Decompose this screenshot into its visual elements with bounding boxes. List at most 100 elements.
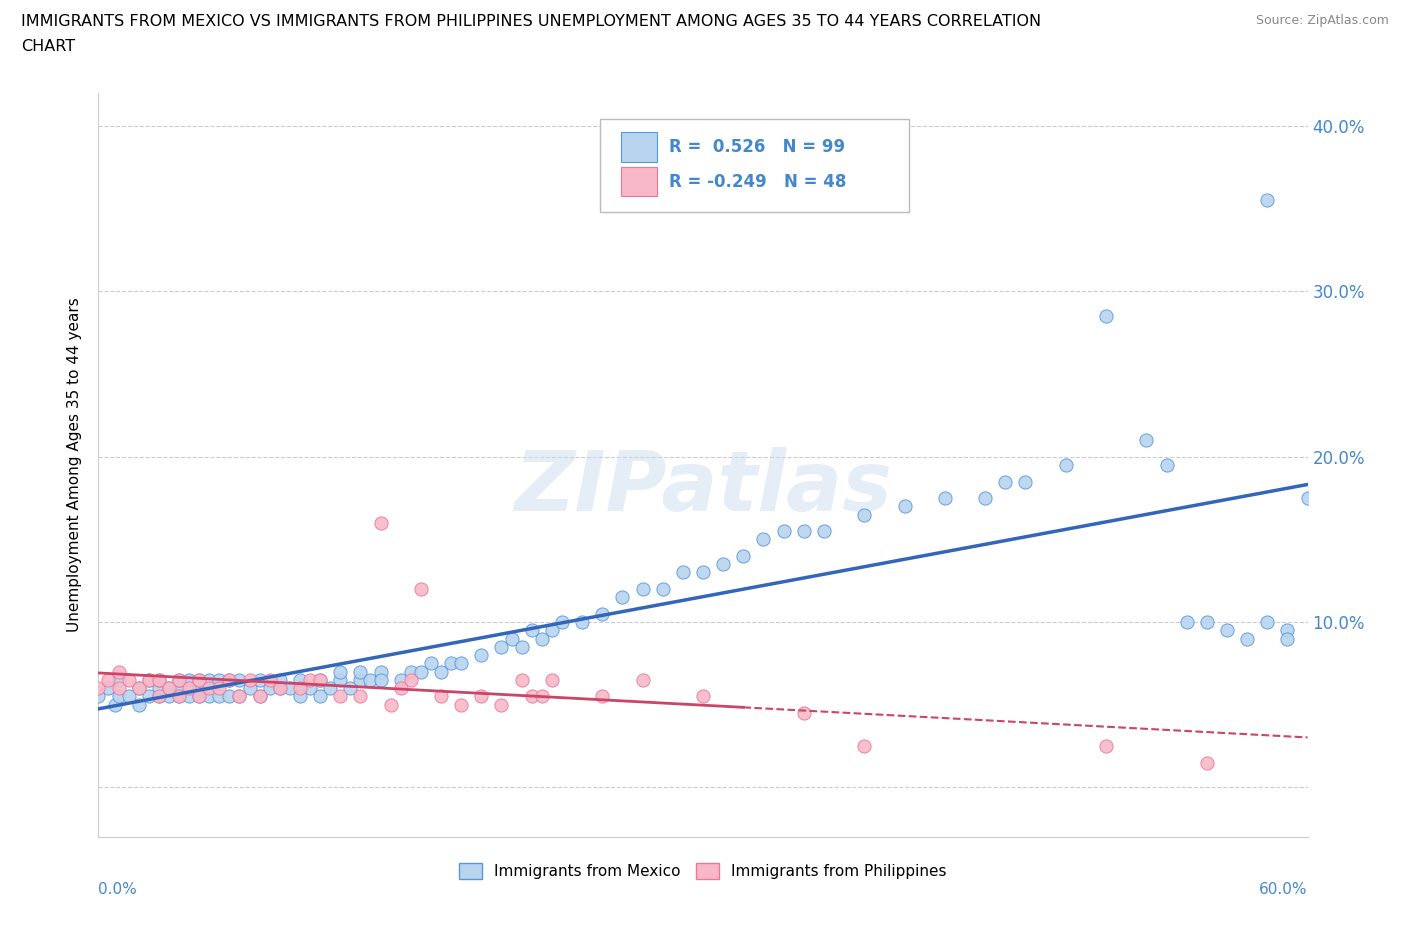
Point <box>218 689 240 704</box>
Point <box>118 672 141 687</box>
Text: CHART: CHART <box>21 39 75 54</box>
Point <box>399 672 422 687</box>
Point <box>551 615 574 630</box>
Point <box>470 689 492 704</box>
Point <box>278 681 301 696</box>
Point <box>188 672 211 687</box>
Point <box>349 672 371 687</box>
Point <box>520 623 543 638</box>
Point <box>329 689 352 704</box>
Point <box>107 681 129 696</box>
Point <box>208 672 231 687</box>
Point <box>974 491 997 506</box>
Point <box>934 491 956 506</box>
Point <box>103 698 125 712</box>
Point <box>228 689 250 704</box>
Point <box>540 672 562 687</box>
Point <box>370 515 392 530</box>
Point <box>1135 432 1157 447</box>
Point <box>288 681 311 696</box>
Point <box>591 606 613 621</box>
Point <box>167 689 190 704</box>
Point <box>198 689 221 704</box>
Point <box>148 681 170 696</box>
Point <box>631 581 654 596</box>
Point <box>167 681 190 696</box>
Point <box>288 672 311 687</box>
Point <box>138 689 160 704</box>
Point <box>409 664 432 679</box>
Point <box>128 681 150 696</box>
Point <box>208 689 231 704</box>
Point <box>167 672 190 687</box>
Point <box>148 672 170 687</box>
Point <box>510 640 533 655</box>
Point <box>793 524 815 538</box>
Text: R = -0.249   N = 48: R = -0.249 N = 48 <box>669 173 846 191</box>
Point <box>530 631 553 646</box>
Point <box>430 664 453 679</box>
Point <box>87 681 110 696</box>
Point <box>631 672 654 687</box>
Point <box>188 681 211 696</box>
Point <box>501 631 523 646</box>
Point <box>591 689 613 704</box>
Point <box>148 689 170 704</box>
Point <box>309 689 332 704</box>
Bar <box>621 166 657 196</box>
Text: Source: ZipAtlas.com: Source: ZipAtlas.com <box>1256 14 1389 27</box>
Point <box>772 524 794 538</box>
Point <box>530 689 553 704</box>
Point <box>420 656 443 671</box>
Point <box>1256 193 1278 208</box>
Point <box>97 672 120 687</box>
Point <box>571 615 593 630</box>
Point <box>107 689 129 704</box>
Point <box>148 689 170 704</box>
Point <box>228 689 250 704</box>
Point <box>1156 458 1178 472</box>
Point <box>733 549 755 564</box>
Point <box>157 681 180 696</box>
Point <box>299 672 322 687</box>
Point <box>249 672 271 687</box>
Point <box>370 664 392 679</box>
Point <box>793 706 815 721</box>
Point <box>450 698 472 712</box>
Point <box>349 664 371 679</box>
Point <box>651 581 673 596</box>
Point <box>198 672 221 687</box>
Point <box>672 565 695 580</box>
Point <box>259 681 281 696</box>
Y-axis label: Unemployment Among Ages 35 to 44 years: Unemployment Among Ages 35 to 44 years <box>67 298 83 632</box>
Point <box>138 672 160 687</box>
Point <box>520 689 543 704</box>
Point <box>87 689 110 704</box>
Point <box>813 524 835 538</box>
Point <box>450 656 472 671</box>
Point <box>1256 615 1278 630</box>
Point <box>239 672 262 687</box>
Point <box>299 681 322 696</box>
Point <box>269 681 291 696</box>
Point <box>389 681 412 696</box>
Point <box>692 565 714 580</box>
Point <box>540 623 562 638</box>
Point <box>752 532 775 547</box>
Point <box>329 664 352 679</box>
Point <box>440 656 463 671</box>
Point <box>612 590 634 604</box>
Point <box>249 689 271 704</box>
Point <box>288 689 311 704</box>
Point <box>853 507 876 522</box>
Point <box>1296 491 1319 506</box>
Point <box>399 664 422 679</box>
Point <box>853 738 876 753</box>
Point <box>157 681 180 696</box>
Point <box>409 581 432 596</box>
Point <box>692 689 714 704</box>
Point <box>1236 631 1258 646</box>
Point <box>339 681 361 696</box>
Point <box>1054 458 1077 472</box>
Point <box>329 672 352 687</box>
